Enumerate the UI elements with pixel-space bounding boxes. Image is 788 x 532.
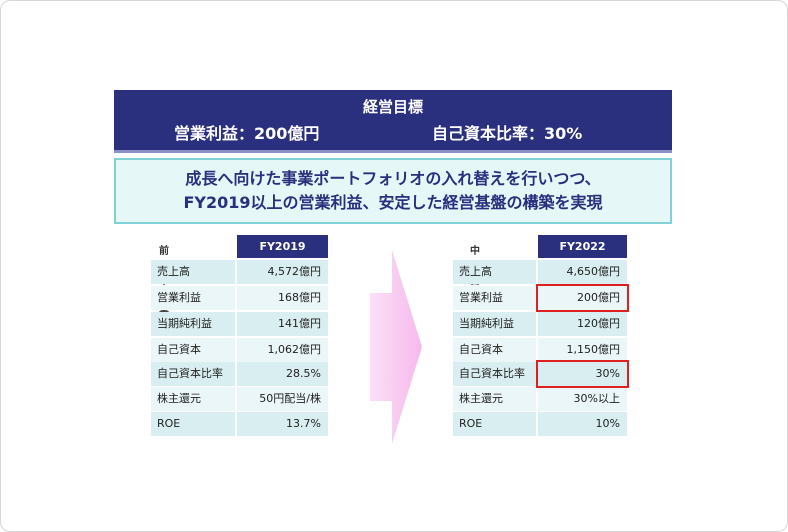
goal-operating-profit: 営業利益：200億円	[174, 124, 320, 143]
row-label: 株主還元	[453, 387, 536, 411]
message-line-2: FY2019以上の営業利益、安定した経営基盤の構築を実現	[183, 193, 603, 212]
right-arrow-icon	[370, 250, 422, 444]
row-label: 株主還元	[151, 387, 235, 411]
row-label: 当期純利益	[453, 312, 536, 336]
row-label: 当期純利益	[151, 312, 235, 336]
row-value: 30%以上	[538, 387, 627, 411]
right-table-header-year: FY2022	[538, 235, 627, 258]
row-value: 200億円	[538, 286, 627, 310]
row-value: 1,062億円	[237, 338, 328, 362]
row-value: 13.7%	[237, 412, 328, 436]
row-value: 1,150億円	[538, 338, 627, 362]
highlight-equity-ratio	[536, 360, 629, 388]
row-label: 売上高	[453, 260, 536, 284]
row-value: 4,650億円	[538, 260, 627, 284]
strategy-message: 成長へ向けた事業ポートフォリオの入れ替えを行いつつ、 FY2019以上の営業利益…	[114, 158, 672, 224]
row-label: 営業利益	[151, 286, 235, 310]
row-label: ROE	[151, 412, 235, 436]
banner-title: 経営目標	[362, 98, 423, 116]
highlight-operating-profit	[536, 284, 629, 312]
goal-equity-ratio: 自己資本比率：30%	[432, 124, 583, 143]
row-value: 30%	[538, 362, 627, 386]
row-value: 28.5%	[237, 362, 328, 386]
row-label: 自己資本比率	[151, 362, 235, 386]
row-label: 自己資本比率	[453, 362, 536, 386]
row-label: 自己資本	[453, 338, 536, 362]
row-label: 自己資本	[151, 338, 235, 362]
row-value: 141億円	[237, 312, 328, 336]
row-value: 168億円	[237, 286, 328, 310]
left-table-header-year: FY2019	[237, 235, 328, 258]
row-label: 営業利益	[453, 286, 536, 310]
row-value: 120億円	[538, 312, 627, 336]
message-line-1: 成長へ向けた事業ポートフォリオの入れ替えを行いつつ、	[185, 169, 601, 188]
row-label: ROE	[453, 412, 536, 436]
row-label: 売上高	[151, 260, 235, 284]
row-value: 4,572億円	[237, 260, 328, 284]
row-value: 10%	[538, 412, 627, 436]
goal-banner: 経営目標 営業利益：200億円 自己資本比率：30%	[114, 90, 672, 153]
row-value: 50円配当/株	[237, 387, 328, 411]
